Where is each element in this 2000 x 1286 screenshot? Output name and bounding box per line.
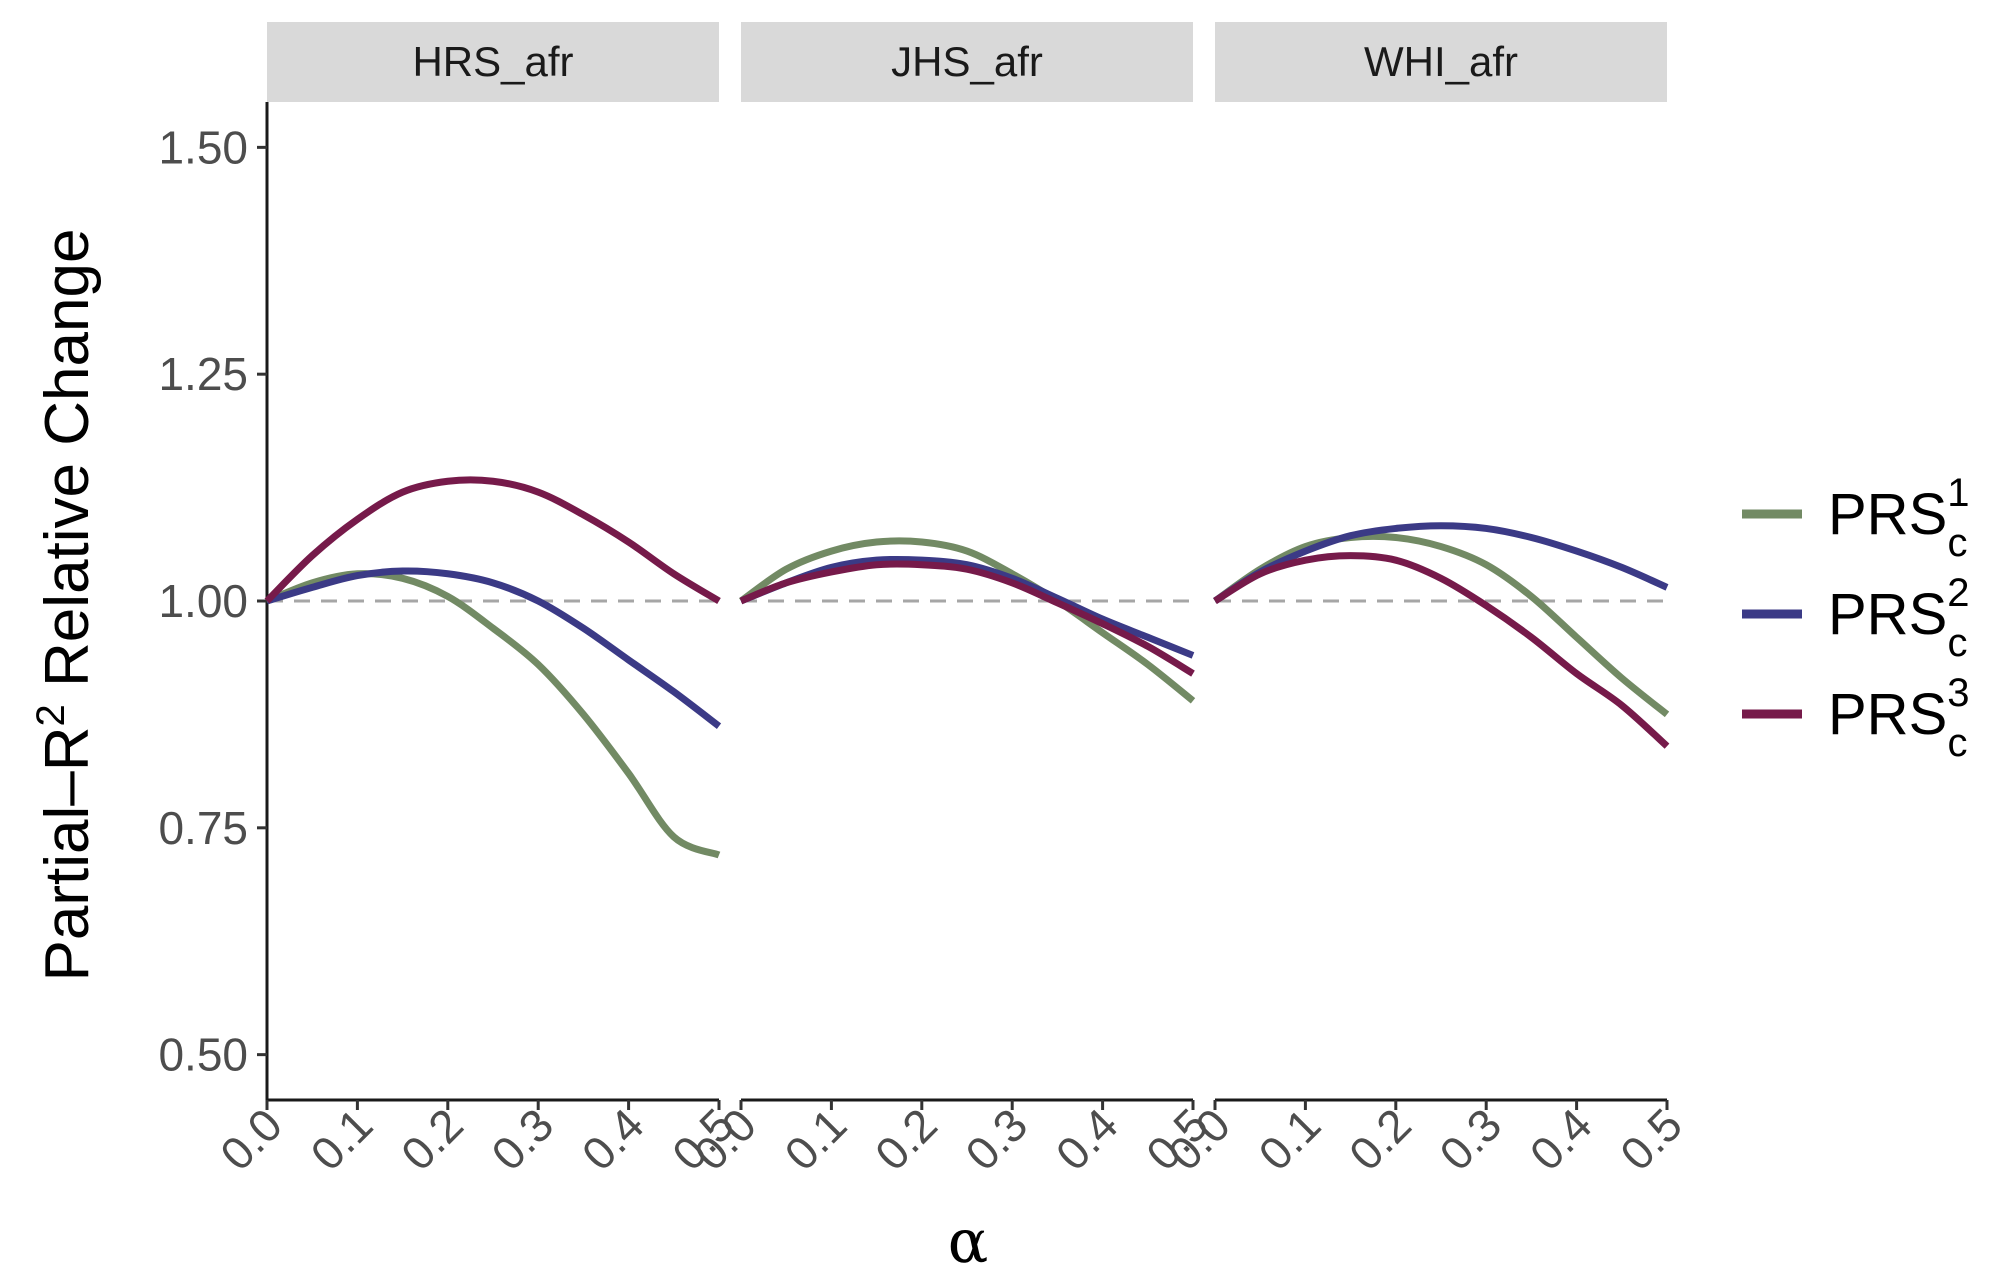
- series-line-prs1: [738, 537, 1196, 704]
- x-tick-label: 0.5: [1610, 1098, 1692, 1180]
- series-line-prs3: [1213, 552, 1670, 749]
- y-tick-label: 1.50: [158, 121, 248, 173]
- y-tick-label: 0.50: [158, 1029, 248, 1081]
- x-tick-label: 0.0: [210, 1098, 292, 1180]
- facet-strip: [267, 22, 719, 102]
- x-tick-label: 0.1: [300, 1098, 382, 1180]
- legend-label: PRS1 c: [1828, 471, 1970, 565]
- y-tick-label: 1.00: [158, 575, 248, 627]
- series-line-prs2: [265, 567, 722, 729]
- facet-strip-label: JHS_afr: [891, 38, 1043, 85]
- facet-strip: [1215, 22, 1667, 102]
- legend-item-prs1: PRS1 c: [1742, 471, 1970, 565]
- x-tick-label: 0.3: [955, 1098, 1037, 1180]
- legend-label: PRS3 c: [1828, 671, 1970, 765]
- legend-item-prs2: PRS2 c: [1742, 571, 1970, 665]
- y-axis: 0.50 0.75 1.00 1.25 1.50: [158, 102, 269, 1102]
- series-line-prs3: [739, 560, 1195, 677]
- x-tick-label: 0.2: [1339, 1098, 1421, 1180]
- x-tick-label: 0.1: [774, 1098, 856, 1180]
- facet-strip-label: HRS_afr: [412, 38, 573, 85]
- x-tick-label: 0.4: [1046, 1098, 1128, 1180]
- x-tick-label: 0.3: [1429, 1098, 1511, 1180]
- x-tick-label: 0.4: [572, 1098, 654, 1180]
- series-line-prs3: [264, 476, 721, 604]
- legend-item-prs3: PRS3 c: [1742, 671, 1970, 765]
- facet-strip-label: WHI_afr: [1364, 38, 1518, 85]
- y-axis-title: Partial–R2 Relative Change: [29, 229, 102, 982]
- x-tick-label: 0.2: [865, 1098, 947, 1180]
- facet-strip: [741, 22, 1193, 102]
- x-axis-title: α: [948, 1207, 989, 1277]
- x-tick-label: 0.2: [391, 1098, 473, 1180]
- legend-label: PRS2 c: [1828, 571, 1970, 665]
- series-line-prs2: [1213, 522, 1669, 604]
- x-tick-label: 0.3: [481, 1098, 563, 1180]
- x-tick-label: 0.1: [1248, 1098, 1330, 1180]
- series-line-prs1: [265, 570, 721, 859]
- y-tick-label: 1.25: [158, 348, 248, 400]
- series-line-prs1: [1212, 532, 1670, 718]
- y-tick-label: 0.75: [158, 802, 248, 854]
- x-tick-label: 0.4: [1520, 1098, 1602, 1180]
